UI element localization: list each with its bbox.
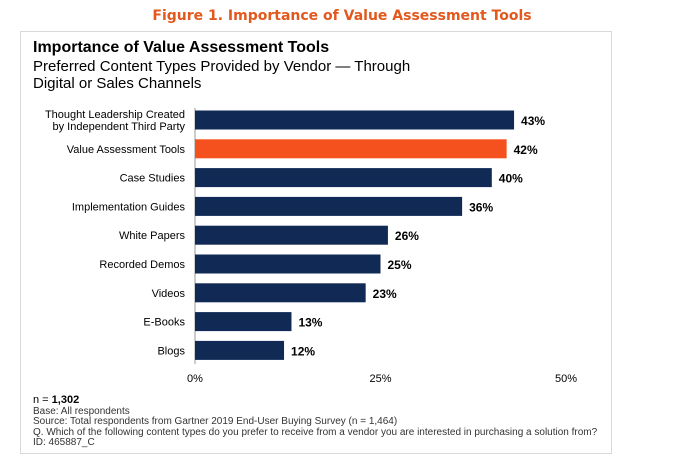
category-label-line: White Papers (119, 230, 186, 242)
chart-footer: n = 1,302 Base: All respondents Source: … (33, 395, 597, 449)
category-label-line: Implementation Guides (72, 201, 186, 213)
bar (195, 254, 381, 274)
x-tick-label: 50% (555, 373, 577, 385)
category-label-line: Case Studies (120, 173, 186, 185)
bar (195, 225, 388, 245)
category-label-line: Videos (152, 288, 186, 300)
figure-caption: Figure 1. Importance of Value Assessment… (152, 8, 532, 24)
category-label: Videos (152, 288, 186, 300)
bar (195, 139, 507, 159)
chart-subtitle: Preferred Content Types Provided by Vend… (33, 58, 411, 92)
chart-title: Importance of Value Assessment Tools (33, 39, 330, 56)
value-label: 25% (388, 258, 412, 272)
value-label: 42% (514, 143, 538, 157)
value-label: 13% (298, 316, 322, 330)
value-label: 26% (395, 229, 419, 243)
value-label: 36% (469, 200, 493, 214)
category-label-line: Thought Leadership Created (45, 109, 185, 121)
value-label: 40% (499, 172, 523, 186)
id-note: ID: 465887_C (33, 437, 95, 448)
sample-size-value: 1,302 (51, 394, 80, 406)
bar (195, 196, 463, 216)
category-label: Implementation Guides (72, 201, 186, 213)
bar (195, 312, 292, 332)
category-label: Value Assessment Tools (67, 144, 186, 156)
sample-size-label: n = (33, 394, 52, 406)
x-tick-label: 0% (187, 373, 203, 385)
value-label: 43% (521, 114, 545, 128)
category-label-line: by Independent Third Party (53, 121, 186, 133)
base-note: Base: All respondents (33, 405, 130, 417)
sample-size: n = 1,302 (33, 395, 597, 406)
category-label-line: Blogs (157, 345, 185, 357)
category-label: White Papers (119, 230, 186, 242)
category-label: Thought Leadership Created by Independent… (45, 109, 186, 133)
category-label-line: E-Books (143, 317, 185, 329)
source-note: Source: Total respondents from Gartner 2… (33, 416, 398, 427)
x-tick-label: 25% (369, 373, 391, 385)
category-label: Case Studies (120, 173, 186, 185)
value-label: 12% (291, 344, 315, 358)
bar (195, 340, 285, 360)
bar (195, 110, 515, 130)
category-label: Recorded Demos (99, 259, 185, 271)
category-label-line: Value Assessment Tools (67, 144, 186, 156)
bar (195, 168, 492, 188)
category-label-line: Recorded Demos (99, 259, 185, 271)
bar (195, 283, 366, 303)
question-note: Q. Which of the following content types … (33, 426, 598, 438)
category-label: E-Books (143, 317, 185, 329)
category-label: Blogs (157, 345, 185, 357)
value-label: 23% (373, 287, 397, 301)
